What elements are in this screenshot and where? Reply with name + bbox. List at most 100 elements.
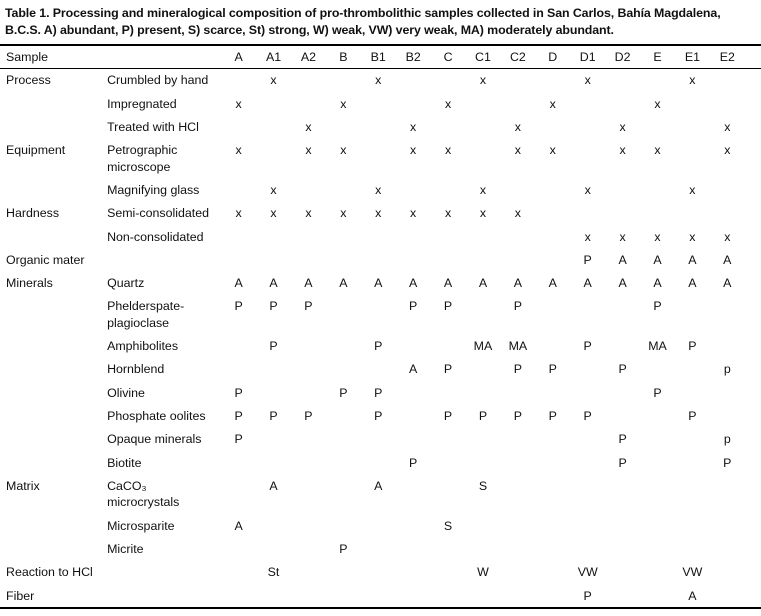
value-cell-C: x	[444, 96, 452, 111]
value-cell-E2	[710, 475, 745, 515]
row-label-cell: CaCO₃ microcrystals	[107, 478, 180, 510]
value-cell-D: x	[549, 143, 556, 158]
value-cell-E	[640, 514, 675, 537]
table-row: Treated with HCl x x x x x	[0, 116, 761, 139]
value-cell-E	[640, 358, 675, 381]
value-cell-A2	[291, 179, 326, 202]
value-cell-A	[221, 248, 256, 271]
category-cell: Process	[6, 73, 51, 88]
value-cell-B1: x	[375, 183, 382, 198]
column-header-D2: D2	[605, 45, 641, 69]
value-cell-D	[535, 202, 570, 225]
value-cell-C2	[500, 561, 535, 584]
value-cell-B1	[361, 139, 396, 179]
value-cell-D2: P	[618, 432, 627, 447]
row-label-cell: Non-consolidated	[107, 229, 204, 244]
value-cell-C2	[500, 475, 535, 515]
row-label-cell: Biotite	[107, 455, 142, 470]
value-cell-A2	[291, 358, 326, 381]
value-cell-C2	[500, 225, 535, 248]
value-cell-C1: P	[478, 409, 488, 424]
row-right-pad	[745, 405, 761, 428]
value-cell-C1	[466, 428, 501, 451]
value-cell-A2	[291, 538, 326, 561]
value-cell-C	[431, 584, 466, 608]
value-cell-A	[221, 475, 256, 515]
value-cell-D	[535, 381, 570, 404]
value-cell-E1	[675, 451, 710, 474]
table-row: Phelderspate-plagioclase P P P P P P P	[0, 295, 761, 335]
value-cell-E1: x	[689, 73, 696, 88]
data-table: Sample A A1 A2 B B1 B2 C C1 C2 D D1 D2 E E1 E2 Process…	[0, 44, 761, 610]
column-header-A1: A1	[256, 45, 291, 69]
value-cell-A1	[256, 139, 291, 179]
value-cell-B	[326, 428, 361, 451]
value-cell-C2: MA	[508, 339, 528, 354]
value-cell-C1	[466, 225, 501, 248]
row-label-cell	[107, 561, 221, 584]
value-cell-E	[640, 538, 675, 561]
row-right-pad	[745, 179, 761, 202]
value-cell-D1	[570, 381, 605, 404]
value-cell-C1	[466, 451, 501, 474]
value-cell-C1: x	[479, 206, 487, 221]
value-cell-D2	[605, 335, 640, 358]
value-cell-C2: x	[514, 143, 521, 158]
value-cell-D	[535, 295, 570, 335]
value-cell-B1	[361, 248, 396, 271]
table-row: Process Crumbled by hand x x x x x	[0, 69, 761, 93]
value-cell-C	[431, 225, 466, 248]
value-cell-C1: S	[478, 478, 488, 493]
category-cell: Hardness	[6, 206, 60, 221]
value-cell-C1	[466, 116, 501, 139]
category-cell: Reaction to HCl	[6, 565, 93, 580]
value-cell-C	[431, 561, 466, 584]
row-right-pad	[745, 381, 761, 404]
value-cell-A1	[256, 116, 291, 139]
value-cell-B	[326, 179, 361, 202]
value-cell-A: P	[234, 432, 243, 447]
value-cell-C	[431, 335, 466, 358]
value-cell-C2	[500, 428, 535, 451]
value-cell-B2	[396, 69, 431, 93]
value-cell-E	[640, 405, 675, 428]
value-cell-B2	[396, 561, 431, 584]
value-cell-B1: P	[374, 339, 383, 354]
value-cell-B1	[361, 295, 396, 335]
category-cell	[0, 179, 107, 202]
category-cell	[0, 358, 107, 381]
value-cell-A1: P	[269, 409, 278, 424]
value-cell-D: P	[548, 409, 557, 424]
value-cell-C: S	[443, 518, 453, 533]
value-cell-B2: P	[409, 455, 418, 470]
row-right-pad	[745, 514, 761, 537]
value-cell-A1: P	[269, 299, 278, 314]
category-cell: Equipment	[6, 143, 66, 158]
value-cell-C1: A	[478, 276, 488, 291]
value-cell-A2: x	[305, 206, 312, 221]
value-cell-C2	[500, 514, 535, 537]
value-cell-E: MA	[648, 339, 667, 354]
row-right-pad	[745, 584, 761, 608]
value-cell-D	[535, 514, 570, 537]
row-label-cell: Microsparite	[107, 518, 175, 533]
value-cell-D2	[605, 295, 640, 335]
value-cell-E2	[710, 69, 745, 93]
value-cell-B2: P	[409, 299, 418, 314]
row-right-pad	[745, 428, 761, 451]
value-cell-B1: A	[374, 276, 383, 291]
value-cell-C: P	[443, 409, 453, 424]
row-right-pad	[745, 451, 761, 474]
value-cell-C	[431, 116, 466, 139]
table-row: Magnifying glass x x x x x	[0, 179, 761, 202]
row-right-pad	[745, 335, 761, 358]
value-cell-D: A	[548, 276, 557, 291]
row-right-pad	[745, 561, 761, 584]
value-cell-C2: x	[514, 206, 521, 221]
value-cell-D1	[570, 514, 605, 537]
header-row: Sample A A1 A2 B B1 B2 C C1 C2 D D1 D2 E E1 E2	[0, 45, 761, 69]
value-cell-D	[535, 475, 570, 515]
value-cell-D2	[605, 69, 640, 93]
value-cell-D2	[605, 538, 640, 561]
value-cell-A1	[256, 248, 291, 271]
